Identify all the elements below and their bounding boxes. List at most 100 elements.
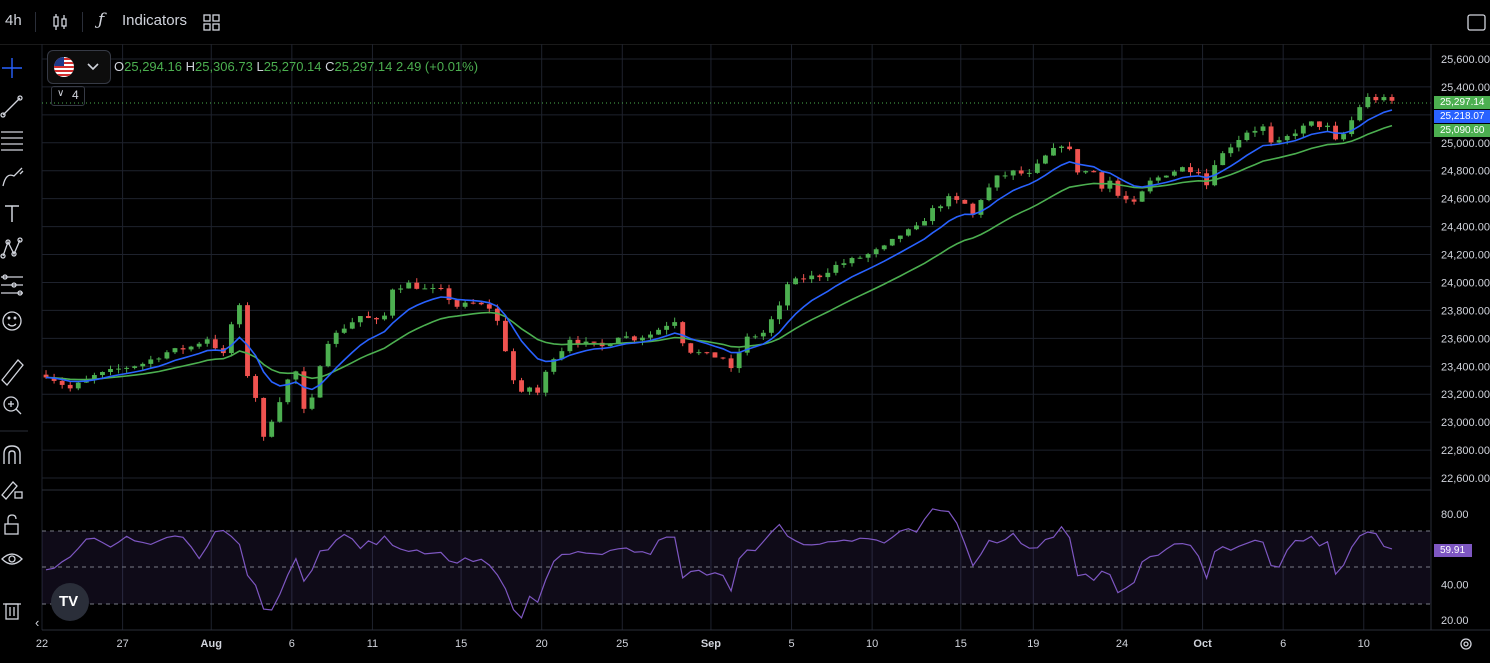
candle-body [1357, 107, 1363, 121]
settings-gear-icon[interactable] [1458, 636, 1474, 652]
candle-body [559, 351, 565, 360]
price-tick-label: 25,400.00 [1441, 82, 1490, 94]
time-tick-label: 24 [1116, 638, 1128, 650]
time-axis[interactable]: 22 27 Aug 6 11 15 20 25 Sep 5 10 15 19 24 Oct 6 10 [36, 638, 1370, 650]
candle-body [1220, 153, 1226, 166]
crosshair-icon[interactable] [2, 58, 22, 78]
emoji-icon[interactable] [2, 311, 22, 331]
candle-body [1075, 149, 1081, 173]
candle-body [1010, 170, 1016, 176]
price-tick-label: 22,800.00 [1441, 445, 1490, 457]
price-tick-label: 25,000.00 [1441, 138, 1490, 150]
eye-icon[interactable] [1, 553, 23, 565]
collapse-chevron-icon[interactable]: ‹ [35, 615, 40, 630]
lock-icon[interactable] [4, 514, 19, 535]
time-tick-label: 22 [36, 638, 48, 650]
candle-body [615, 337, 621, 344]
function-icon[interactable]: ƒ [98, 10, 105, 30]
candle-body [986, 187, 992, 201]
candle-body [1083, 171, 1089, 173]
candle-body [269, 421, 275, 437]
pattern-icon[interactable] [0, 237, 23, 259]
candle-body [849, 258, 855, 264]
candle-body [857, 257, 863, 259]
candle-body [1244, 132, 1250, 141]
candle-body [349, 322, 355, 329]
candle-body [1228, 147, 1234, 154]
candle-body [462, 302, 468, 307]
trendline-icon[interactable] [0, 95, 23, 118]
candle-body [470, 302, 476, 304]
fib-lines-icon[interactable] [1, 131, 23, 151]
candle-body [1034, 163, 1040, 173]
candle-body [91, 375, 97, 380]
candle-body [1204, 173, 1210, 186]
price-tick-label: 24,000.00 [1441, 277, 1490, 289]
ohlc-legend: O25,294.16 H25,306.73 L25,270.14 C25,297… [114, 59, 479, 74]
candle-body [1018, 170, 1024, 174]
zoom-icon[interactable] [3, 396, 22, 415]
price-tick-label: 23,400.00 [1441, 361, 1490, 373]
candle-body [1051, 147, 1056, 156]
candle-body [607, 343, 613, 347]
tradingview-logo[interactable]: TV [51, 583, 89, 621]
time-tick-label: 25 [616, 638, 628, 650]
tv-logo-icon: TV [59, 593, 79, 610]
lock-pencil-icon[interactable] [1, 481, 23, 500]
symbol-button[interactable] [47, 50, 111, 84]
candle-body [519, 380, 524, 392]
candle-body [1180, 167, 1185, 172]
candle-body [285, 379, 291, 403]
rsi-line [45, 508, 1393, 619]
candle-body [817, 275, 823, 278]
candle-body [1188, 167, 1193, 173]
trash-icon[interactable] [3, 603, 21, 620]
candle-body [1163, 175, 1169, 178]
time-tick-label: 15 [955, 638, 967, 650]
candle-body [1292, 133, 1298, 137]
candle-body [970, 203, 976, 215]
candle-body [196, 343, 202, 347]
toolbar-divider [82, 12, 83, 32]
candle-body [212, 339, 218, 349]
indicators-toggle[interactable]: ∨ 4 [51, 86, 85, 106]
candle-body [317, 366, 323, 398]
candle-body [1373, 96, 1379, 101]
top-toolbar: 4h ƒ Indicators [0, 0, 1490, 45]
interval-selector[interactable]: 4h [5, 12, 22, 29]
price-tick-label: 24,200.00 [1441, 250, 1490, 262]
candle-body [873, 249, 879, 255]
candles-icon[interactable] [51, 12, 69, 32]
candle-body [390, 289, 396, 316]
drawing-tools [0, 58, 28, 620]
magnet-icon[interactable] [3, 445, 21, 464]
candle-body [140, 363, 146, 367]
text-icon[interactable] [5, 205, 19, 222]
candle-body [1131, 199, 1137, 202]
candle-body [414, 282, 420, 289]
candle-body [1349, 120, 1355, 135]
us-flag-icon [54, 57, 99, 77]
candle-body [1276, 140, 1282, 143]
candle-body [1252, 130, 1258, 133]
candle-body [656, 329, 661, 335]
candle-body [680, 322, 686, 344]
candle-body [108, 369, 113, 372]
rsi-tick-label: 20.00 [1441, 615, 1469, 627]
candle-body [825, 272, 831, 278]
candle-body [648, 334, 653, 338]
candle-body [744, 336, 750, 353]
candle-body [551, 359, 557, 372]
price-tick-label: 23,600.00 [1441, 333, 1490, 345]
ruler-icon[interactable] [1, 359, 24, 386]
candle-body [930, 208, 935, 222]
fullscreen-icon[interactable] [1467, 14, 1486, 31]
layout-grid-icon[interactable] [203, 14, 220, 31]
candle-body [438, 288, 444, 290]
brush-icon[interactable] [2, 167, 24, 187]
indicators-button[interactable]: Indicators [122, 12, 188, 29]
forecast-icon[interactable] [1, 274, 23, 296]
candle-body [785, 284, 790, 306]
